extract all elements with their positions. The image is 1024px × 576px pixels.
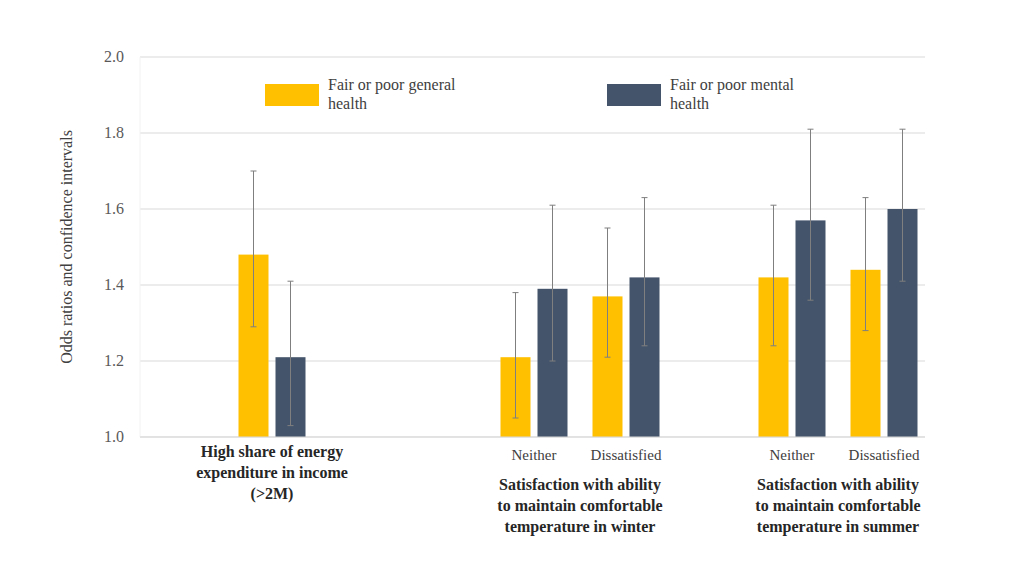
- legend-label-line: health: [670, 95, 709, 112]
- error-line: [773, 205, 774, 346]
- error-line: [644, 198, 645, 346]
- error-line: [253, 171, 254, 327]
- grid-line: [140, 437, 925, 438]
- group-label-line: to maintain comfortable: [497, 497, 662, 514]
- error-cap: [251, 326, 257, 327]
- group-label-line: expenditure in income: [196, 464, 348, 482]
- error-bar: [771, 205, 777, 346]
- axis-line: [140, 57, 141, 437]
- error-cap: [513, 418, 519, 419]
- error-cap: [288, 281, 294, 282]
- error-bar: [863, 198, 869, 331]
- error-bar: [605, 228, 611, 357]
- error-cap: [513, 292, 519, 293]
- chart: 1.0 1.2 1.4 1.6 1.8 2.0 Odds ratios and confid…: [0, 0, 1024, 576]
- error-cap: [863, 330, 869, 331]
- legend-label-line: Fair or poor mental: [670, 76, 795, 94]
- legend-label-line: Fair or poor general: [328, 76, 456, 94]
- group-label-line: temperature in summer: [757, 518, 919, 536]
- error-line: [515, 293, 516, 418]
- group-label-line: to maintain comfortable: [755, 497, 920, 514]
- legend-swatch: [607, 84, 661, 106]
- axis-title: Odds ratios and confidence intervals: [58, 130, 75, 364]
- error-cap: [863, 197, 869, 198]
- error-bar: [251, 171, 257, 327]
- error-cap: [251, 171, 257, 172]
- legend-label-line: health: [328, 95, 367, 112]
- tick-label: 1.6: [104, 200, 124, 217]
- error-cap: [900, 281, 906, 282]
- error-line: [290, 281, 291, 425]
- group-label-line: (>2M): [251, 485, 294, 503]
- group-label: Satisfaction with ability to maintain com…: [755, 476, 920, 536]
- error-bar: [288, 281, 294, 425]
- tick-label: 1.8: [104, 124, 124, 141]
- error-cap: [642, 197, 648, 198]
- category-label: Neither: [770, 447, 815, 463]
- tick-label: 1.4: [104, 276, 124, 293]
- error-bar: [642, 198, 648, 346]
- error-cap: [808, 300, 814, 301]
- tick-label: 2.0: [104, 48, 124, 65]
- error-cap: [771, 205, 777, 206]
- bars: [239, 129, 918, 437]
- error-cap: [550, 361, 556, 362]
- legend-label: Fair or poor mentalhealth: [670, 76, 795, 112]
- error-line: [810, 129, 811, 300]
- error-cap: [900, 129, 906, 130]
- error-bar: [550, 205, 556, 361]
- group-label: High share of energy expenditure in incom…: [196, 443, 348, 503]
- group-label-line: Satisfaction with ability: [499, 476, 661, 494]
- tick-label: 1.2: [104, 352, 124, 369]
- error-cap: [642, 345, 648, 346]
- error-cap: [605, 357, 611, 358]
- grid-line: [140, 133, 925, 134]
- error-line: [607, 228, 608, 357]
- tick-label: 1.0: [104, 428, 124, 445]
- error-cap: [550, 205, 556, 206]
- error-cap: [771, 345, 777, 346]
- error-cap: [808, 129, 814, 130]
- baseline: [140, 437, 925, 438]
- error-bar: [513, 293, 519, 418]
- error-bar: [900, 129, 906, 281]
- error-line: [552, 205, 553, 361]
- legend-swatch: [265, 84, 319, 106]
- error-cap: [288, 425, 294, 426]
- category-label: Neither: [512, 447, 557, 463]
- group-label-line: Satisfaction with ability: [757, 476, 919, 494]
- error-bar: [808, 129, 814, 300]
- error-line: [902, 129, 903, 281]
- grid-line: [140, 57, 925, 58]
- error-cap: [605, 228, 611, 229]
- group-label-line: temperature in winter: [505, 518, 656, 536]
- grid-line: [140, 209, 925, 210]
- error-line: [865, 198, 866, 331]
- legend-label: Fair or poor generalhealth: [328, 76, 456, 112]
- category-label: Dissatisfied: [591, 447, 662, 463]
- group-label-line: High share of energy: [201, 443, 343, 461]
- category-label: Dissatisfied: [849, 447, 920, 463]
- group-label: Satisfaction with ability to maintain com…: [497, 476, 662, 536]
